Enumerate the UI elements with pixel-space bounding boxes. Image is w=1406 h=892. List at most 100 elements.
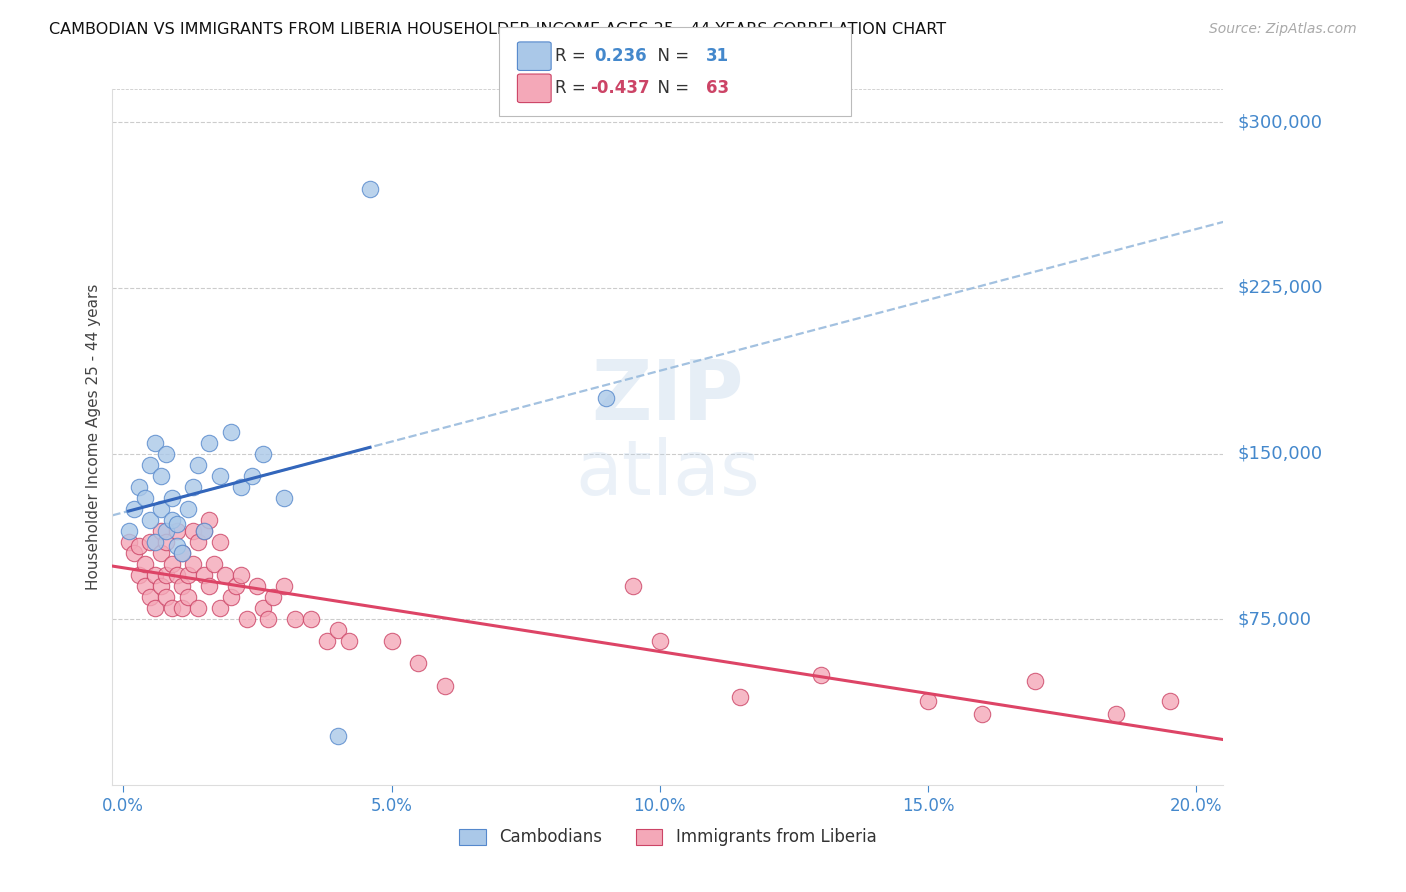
- Point: [149, 468, 172, 483]
- Point: [176, 501, 198, 516]
- Text: 0.236: 0.236: [595, 47, 647, 65]
- Text: $75,000: $75,000: [1237, 610, 1312, 628]
- Text: 31: 31: [706, 47, 728, 65]
- Point: [187, 458, 209, 472]
- Point: [155, 524, 177, 538]
- Point: [134, 579, 156, 593]
- Point: [917, 694, 939, 708]
- Point: [408, 657, 430, 671]
- Point: [149, 524, 172, 538]
- Point: [595, 392, 617, 406]
- Point: [193, 524, 215, 538]
- Point: [198, 435, 221, 450]
- Point: [252, 601, 274, 615]
- Point: [648, 634, 671, 648]
- Point: [1105, 707, 1128, 722]
- Point: [181, 557, 204, 571]
- Point: [231, 480, 253, 494]
- Point: [139, 535, 162, 549]
- Text: R =: R =: [555, 79, 592, 97]
- Text: Source: ZipAtlas.com: Source: ZipAtlas.com: [1209, 22, 1357, 37]
- Point: [117, 535, 139, 549]
- Point: [208, 535, 231, 549]
- Point: [117, 524, 139, 538]
- Text: $225,000: $225,000: [1237, 279, 1323, 297]
- Point: [204, 557, 226, 571]
- Point: [284, 612, 307, 626]
- Point: [198, 579, 221, 593]
- Point: [149, 579, 172, 593]
- Text: $300,000: $300,000: [1237, 113, 1322, 131]
- Text: 63: 63: [706, 79, 728, 97]
- Point: [176, 591, 198, 605]
- Point: [246, 579, 269, 593]
- Y-axis label: Householder Income Ages 25 - 44 years: Householder Income Ages 25 - 44 years: [86, 284, 101, 591]
- Text: CAMBODIAN VS IMMIGRANTS FROM LIBERIA HOUSEHOLDER INCOME AGES 25 - 44 YEARS CORRE: CAMBODIAN VS IMMIGRANTS FROM LIBERIA HOU…: [49, 22, 946, 37]
- Point: [134, 557, 156, 571]
- Text: R =: R =: [555, 47, 596, 65]
- Point: [166, 540, 188, 554]
- Point: [198, 513, 221, 527]
- Point: [380, 634, 402, 648]
- Point: [970, 707, 993, 722]
- Point: [214, 568, 236, 582]
- Point: [235, 612, 257, 626]
- Point: [273, 579, 295, 593]
- Point: [149, 546, 172, 560]
- Point: [193, 524, 215, 538]
- Point: [326, 730, 349, 744]
- Point: [208, 468, 231, 483]
- Point: [208, 601, 231, 615]
- Point: [155, 535, 177, 549]
- Point: [434, 679, 457, 693]
- Point: [219, 425, 242, 439]
- Point: [160, 601, 183, 615]
- Text: $150,000: $150,000: [1237, 444, 1322, 463]
- Point: [149, 501, 172, 516]
- Point: [316, 634, 339, 648]
- Point: [231, 568, 253, 582]
- Point: [299, 612, 322, 626]
- Point: [172, 579, 194, 593]
- Point: [252, 447, 274, 461]
- Point: [181, 480, 204, 494]
- Point: [257, 612, 280, 626]
- Point: [181, 524, 204, 538]
- Point: [621, 579, 644, 593]
- Point: [134, 491, 156, 505]
- Point: [730, 690, 752, 704]
- Point: [219, 591, 242, 605]
- Point: [273, 491, 295, 505]
- Point: [176, 568, 198, 582]
- Text: N =: N =: [647, 79, 695, 97]
- Point: [187, 601, 209, 615]
- Point: [337, 634, 360, 648]
- Point: [160, 491, 183, 505]
- Point: [128, 568, 150, 582]
- Point: [166, 517, 188, 532]
- Point: [128, 540, 150, 554]
- Point: [122, 501, 145, 516]
- Point: [810, 667, 832, 681]
- Point: [139, 458, 162, 472]
- Point: [139, 591, 162, 605]
- Point: [172, 546, 194, 560]
- Point: [1159, 694, 1181, 708]
- Point: [172, 546, 194, 560]
- Point: [187, 535, 209, 549]
- Point: [155, 447, 177, 461]
- Point: [122, 546, 145, 560]
- Point: [166, 524, 188, 538]
- Text: atlas: atlas: [575, 437, 761, 511]
- Point: [155, 591, 177, 605]
- Point: [160, 513, 183, 527]
- Point: [240, 468, 263, 483]
- Point: [160, 557, 183, 571]
- Point: [166, 568, 188, 582]
- Point: [262, 591, 284, 605]
- Legend: Cambodians, Immigrants from Liberia: Cambodians, Immigrants from Liberia: [453, 822, 883, 853]
- Point: [172, 601, 194, 615]
- Point: [359, 181, 381, 195]
- Point: [139, 513, 162, 527]
- Point: [128, 480, 150, 494]
